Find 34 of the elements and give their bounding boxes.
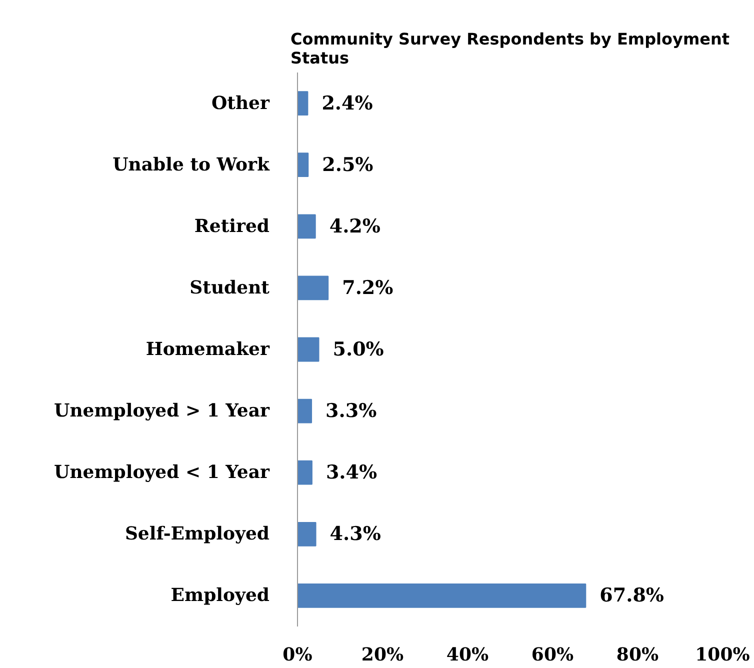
y-tick-label: Employed [170,585,270,606]
y-tick-label: Homemaker [146,339,270,360]
x-tick-label: 20% [361,644,404,666]
x-tick-label: 40% [446,644,489,666]
y-tick-label: Self-Employed [124,524,270,545]
bar [298,152,309,178]
bar [298,584,586,608]
x-tick-label: 0% [282,644,312,666]
data-label: 3.3% [326,400,377,422]
bar [298,398,312,424]
bar [298,214,316,239]
bar [298,522,316,546]
data-label: 2.4% [322,92,373,114]
bar [298,91,308,116]
y-tick-label: Unemployed < 1 Year [54,462,270,484]
data-label: 67.8% [600,584,664,607]
y-tick-label: Retired [194,216,270,237]
chart-title: Community Survey Respondents by Employment Status [290,30,730,68]
bar [298,337,320,362]
x-tick-label: 80% [616,644,659,666]
bar [298,276,329,300]
y-tick-label: Student [190,277,270,298]
y-tick-label: Other [211,92,270,114]
x-tick-label: 60% [531,644,574,666]
data-label: 4.2% [329,215,380,238]
data-label: 2.5% [322,154,374,176]
y-tick-label: Unable to Work [112,154,270,176]
x-tick-label: 100% [695,644,750,666]
data-label: 3.4% [326,462,378,484]
data-label: 7.2% [342,276,394,299]
y-tick-label: Unemployed > 1 Year [54,400,270,422]
data-label: 5.0% [332,338,384,360]
data-label: 4.3% [330,523,381,546]
bar [298,460,312,485]
